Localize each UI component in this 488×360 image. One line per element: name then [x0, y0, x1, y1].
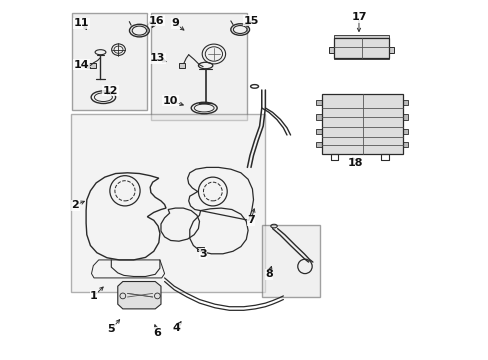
Polygon shape	[321, 94, 402, 154]
Text: 8: 8	[264, 269, 272, 279]
Text: 11: 11	[74, 18, 89, 28]
Bar	[333, 57, 387, 59]
Bar	[401, 114, 407, 120]
Bar	[329, 47, 334, 53]
Text: 3: 3	[199, 249, 206, 259]
Text: 13: 13	[149, 53, 165, 63]
Bar	[333, 35, 387, 38]
Bar	[316, 129, 322, 134]
Text: 5: 5	[107, 324, 115, 334]
Bar	[401, 142, 407, 147]
Bar	[387, 47, 393, 53]
Text: 14: 14	[74, 60, 89, 70]
Bar	[401, 129, 407, 134]
Text: 18: 18	[347, 158, 363, 168]
Bar	[261, 225, 320, 297]
Bar	[316, 100, 322, 105]
Bar	[401, 100, 407, 105]
Text: 10: 10	[163, 96, 178, 106]
Bar	[89, 63, 96, 68]
Bar	[179, 63, 185, 68]
Text: 17: 17	[350, 12, 366, 22]
Text: 12: 12	[102, 86, 118, 96]
Text: 9: 9	[171, 18, 179, 28]
Polygon shape	[118, 282, 161, 309]
Bar	[316, 142, 322, 147]
Text: 6: 6	[153, 328, 161, 338]
Bar	[71, 114, 265, 292]
Text: 1: 1	[90, 291, 98, 301]
Text: 16: 16	[148, 16, 164, 26]
Bar	[316, 114, 322, 120]
Text: 4: 4	[172, 323, 180, 333]
Text: 15: 15	[244, 16, 259, 26]
Bar	[151, 13, 247, 120]
Text: 7: 7	[246, 215, 254, 225]
Bar	[72, 13, 147, 110]
Polygon shape	[333, 38, 387, 58]
Bar	[197, 247, 204, 251]
Text: 2: 2	[71, 200, 79, 210]
